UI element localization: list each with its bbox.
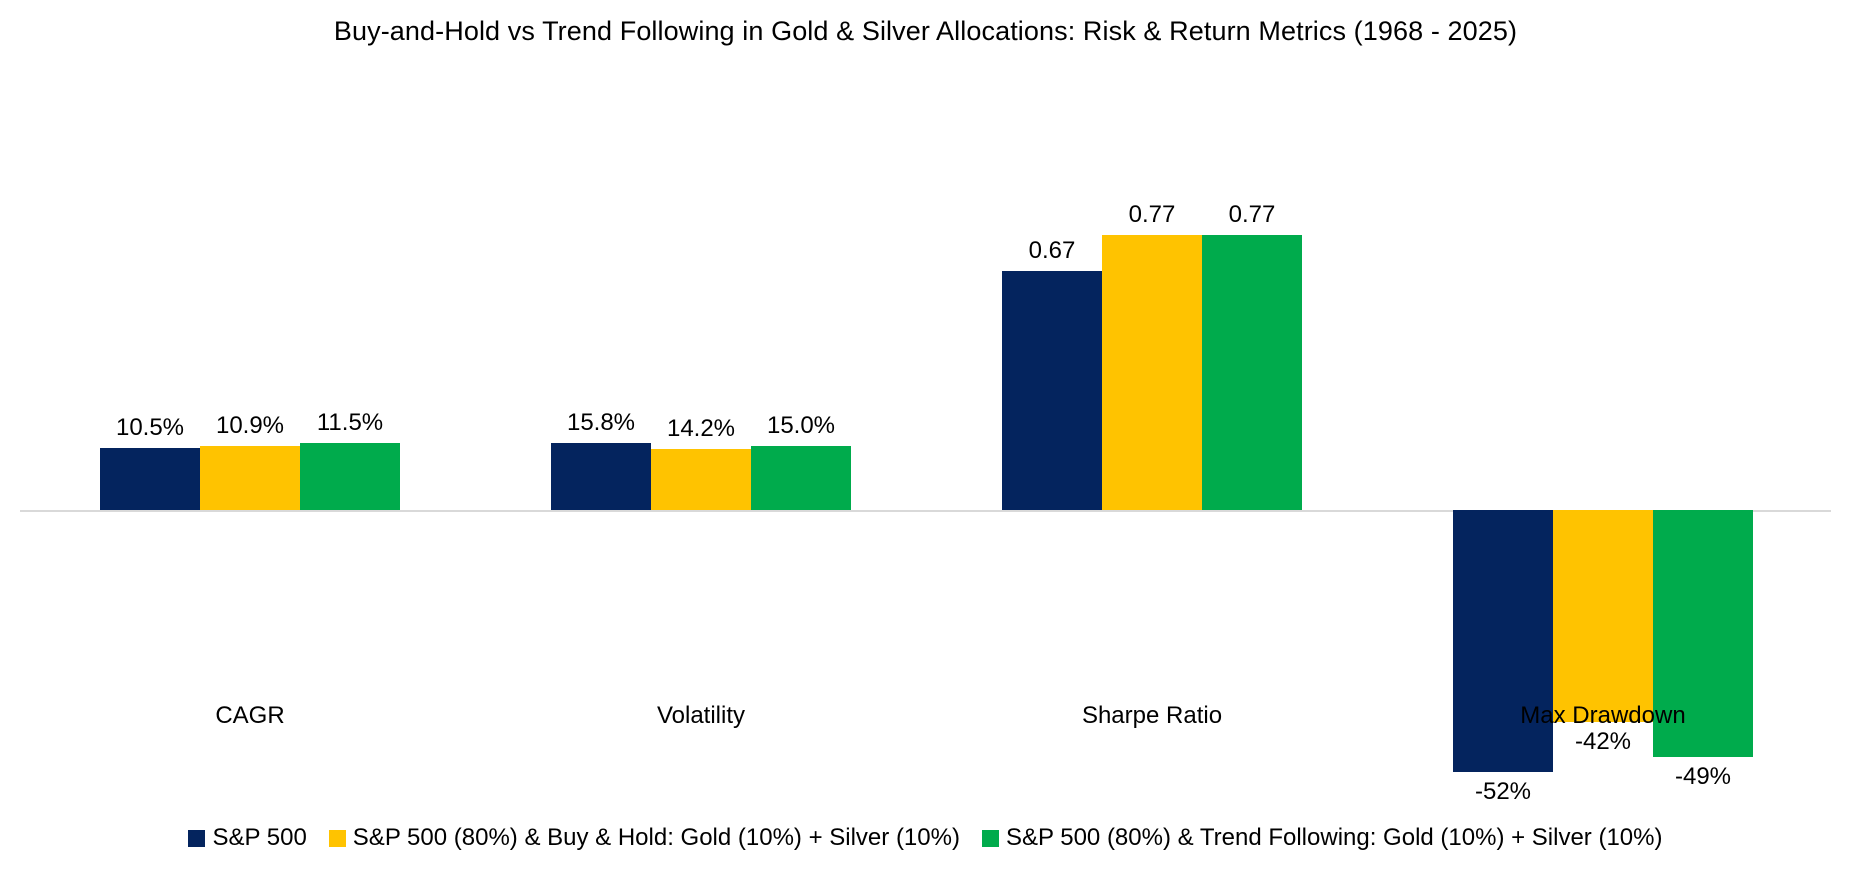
legend-item-sp500[interactable]: S&P 500 — [188, 824, 307, 851]
legend-swatch-trend-following — [981, 829, 999, 847]
bar-max-drawdown-series-2[interactable] — [1553, 510, 1653, 722]
bar-max-drawdown-series-3[interactable] — [1653, 510, 1753, 757]
bar-volatility-series-3[interactable] — [751, 446, 851, 510]
plot-area: 10.5% 10.9% 11.5% CAGR 15.8% 14.2% 15.0% Volati… — [0, 70, 1851, 804]
category-label-sharpe-ratio: Sharpe Ratio — [1081, 702, 1223, 729]
bar-value-label: 10.5% — [115, 414, 185, 441]
bar-value-label: 15.8% — [566, 409, 636, 436]
bar-max-drawdown-series-1[interactable] — [1453, 510, 1553, 772]
legend-label-sp500: S&P 500 — [212, 824, 307, 851]
bar-volatility-series-1[interactable] — [551, 443, 651, 510]
bar-value-label: 10.9% — [215, 412, 285, 439]
bar-cagr-series-1[interactable] — [100, 448, 200, 510]
category-label-cagr: CAGR — [215, 702, 285, 729]
legend-item-buy-and-hold[interactable]: S&P 500 (80%) & Buy & Hold: Gold (10%) +… — [328, 824, 960, 851]
bar-value-label: 0.77 — [1128, 201, 1176, 228]
bar-value-label: -42% — [1574, 728, 1632, 755]
legend-item-trend-following[interactable]: S&P 500 (80%) & Trend Following: Gold (1… — [981, 824, 1663, 851]
bar-value-label: 15.0% — [766, 412, 836, 439]
zero-baseline — [20, 510, 1831, 512]
chart-title: Buy-and-Hold vs Trend Following in Gold … — [333, 16, 1518, 46]
legend-label-trend-following: S&P 500 (80%) & Trend Following: Gold (1… — [1005, 824, 1663, 851]
bar-sharpe-ratio-series-1[interactable] — [1002, 271, 1102, 510]
bar-cagr-series-3[interactable] — [300, 443, 400, 510]
bar-sharpe-ratio-series-3[interactable] — [1202, 235, 1302, 510]
legend-label-buy-and-hold: S&P 500 (80%) & Buy & Hold: Gold (10%) +… — [352, 824, 960, 851]
category-label-volatility: Volatility — [656, 702, 746, 729]
legend-swatch-sp500 — [188, 829, 206, 847]
chart-legend: S&P 500 S&P 500 (80%) & Buy & Hold: Gold… — [0, 826, 1851, 850]
bar-cagr-series-2[interactable] — [200, 446, 300, 510]
bar-value-label: -49% — [1674, 763, 1732, 790]
bar-value-label: 14.2% — [666, 415, 736, 442]
legend-swatch-buy-and-hold — [328, 829, 346, 847]
bar-value-label: 11.5% — [316, 409, 384, 436]
bar-value-label: 0.67 — [1028, 237, 1076, 264]
bar-volatility-series-2[interactable] — [651, 449, 751, 510]
bar-value-label: -52% — [1474, 778, 1532, 805]
bar-value-label: 0.77 — [1228, 201, 1276, 228]
bar-sharpe-ratio-series-2[interactable] — [1102, 235, 1202, 510]
category-label-max-drawdown: Max Drawdown — [1520, 702, 1686, 729]
